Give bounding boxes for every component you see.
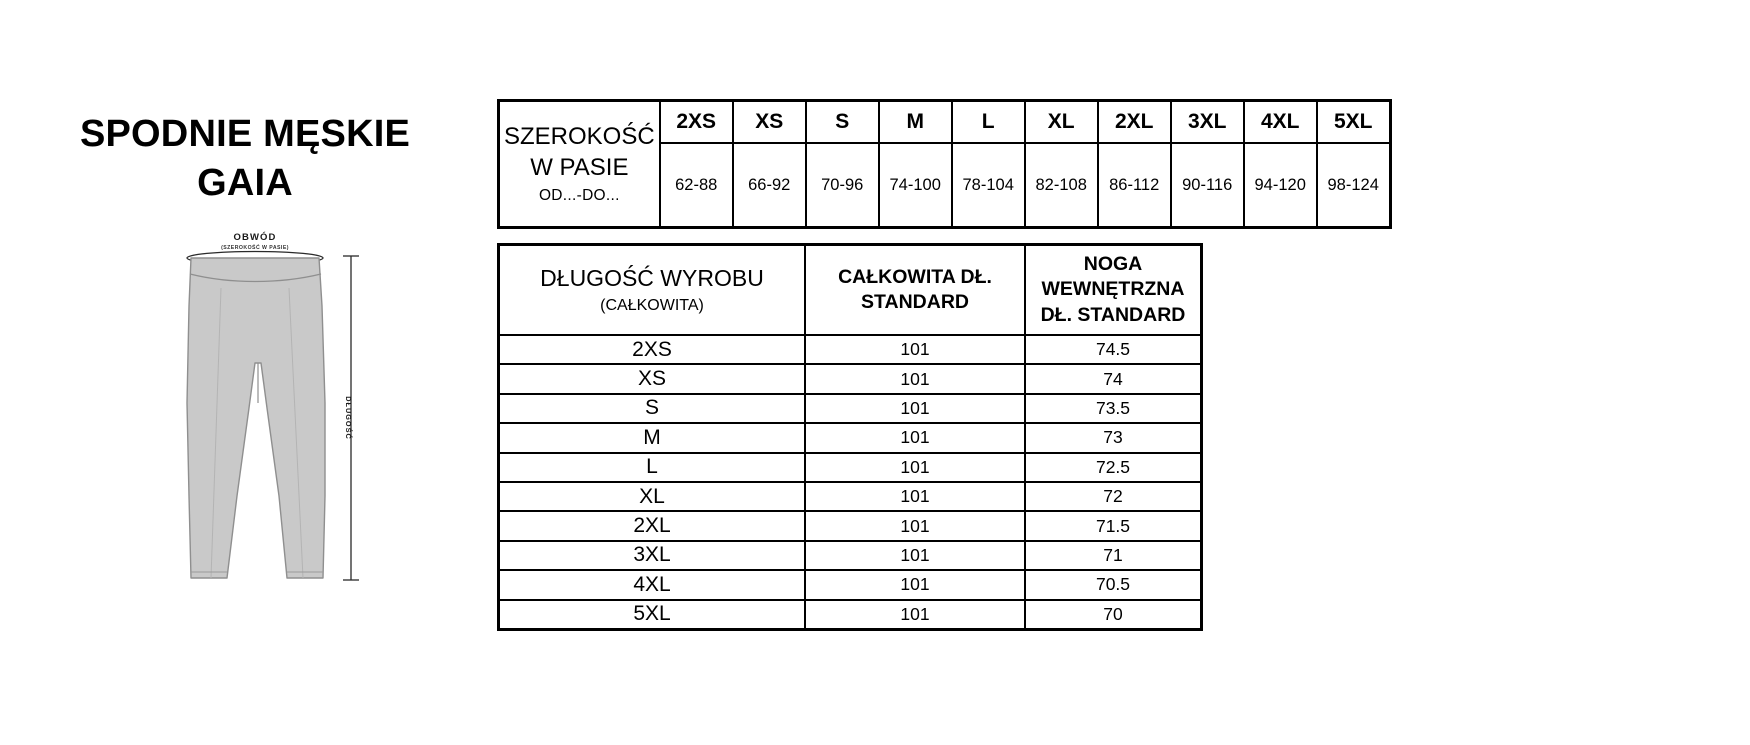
waist-value-s: 70-96 xyxy=(804,142,880,229)
waist-row-label-line-2: W PASIE xyxy=(530,154,629,182)
waist-value-xs: 66-92 xyxy=(731,142,807,229)
length-row-total: 101 xyxy=(804,539,1026,572)
waist-value-l: 78-104 xyxy=(950,142,1026,229)
length-row-total: 101 xyxy=(804,451,1026,483)
figure-waist-label: OBWÓD xyxy=(234,231,277,243)
table-row: S 101 73.5 xyxy=(497,392,1203,425)
table-row: 3XL 101 71 xyxy=(497,539,1203,572)
waist-value-2xl: 86-112 xyxy=(1096,142,1172,229)
size-header-xs: XS xyxy=(731,99,807,144)
length-row-size: 2XL xyxy=(497,510,806,542)
size-header-4xl: 4XL xyxy=(1242,99,1318,144)
length-row-inseam: 74 xyxy=(1024,363,1203,395)
length-row-total: 101 xyxy=(804,598,1026,631)
length-row-size: 2XS xyxy=(497,333,806,366)
length-row-inseam: 71.5 xyxy=(1024,510,1203,542)
left-panel: SPODNIE MĘSKIE GAIA OBWÓD (SZEROKOŚĆ W P… xyxy=(0,0,490,745)
length-header-inseam: NOGA WEWNĘTRZNA DŁ. STANDARD xyxy=(1024,243,1203,336)
length-header-product-main: DŁUGOŚĆ WYROBU xyxy=(540,264,764,291)
table-row: XS 101 74 xyxy=(497,363,1203,395)
page-title-line-2: GAIA xyxy=(197,161,293,204)
waist-row-label-cell: SZEROKOŚĆ W PASIE OD...-DO... xyxy=(497,99,661,229)
length-row-size: XS xyxy=(497,363,806,395)
length-row-inseam: 73.5 xyxy=(1024,392,1203,425)
waist-row-label-sub: OD...-DO... xyxy=(538,186,620,204)
length-row-inseam: 72.5 xyxy=(1024,451,1203,483)
length-row-total: 101 xyxy=(804,363,1026,395)
length-header-product-sub: (CAŁKOWITA) xyxy=(600,296,704,314)
waist-width-table: SZEROKOŚĆ W PASIE OD...-DO... 2XS XS S M… xyxy=(497,99,1392,229)
table-row: 2XL 101 71.5 xyxy=(497,510,1203,542)
table-row: 5XL 101 70 xyxy=(497,598,1203,631)
table-row: 4XL 101 70.5 xyxy=(497,569,1203,601)
waist-row-label-line-1: SZEROKOŚĆ xyxy=(504,122,655,150)
length-row-inseam: 73 xyxy=(1024,422,1203,454)
length-row-size: 4XL xyxy=(497,569,806,601)
length-row-size: 3XL xyxy=(497,539,806,572)
table-row: L 101 72.5 xyxy=(497,451,1203,483)
length-row-total: 101 xyxy=(804,480,1026,513)
waist-width-table-container: SZEROKOŚĆ W PASIE OD...-DO... 2XS XS S M… xyxy=(497,99,1392,229)
figure-waist-sublabel: (SZEROKOŚĆ W PASIE) xyxy=(221,243,289,251)
waist-value-5xl: 98-124 xyxy=(1315,142,1392,229)
waist-value-4xl: 94-120 xyxy=(1242,142,1318,229)
length-row-total: 101 xyxy=(804,392,1026,425)
length-row-inseam: 72 xyxy=(1024,480,1203,513)
length-header-product: DŁUGOŚĆ WYROBU (CAŁKOWITA) xyxy=(497,243,806,336)
size-header-xl: XL xyxy=(1023,99,1099,144)
length-row-inseam: 71 xyxy=(1024,539,1203,572)
length-row-inseam: 70.5 xyxy=(1024,569,1203,601)
length-row-size: XL xyxy=(497,480,806,513)
length-row-total: 101 xyxy=(804,333,1026,366)
figure-length-label: DŁUGOŚĆ xyxy=(344,396,353,440)
table-row-header: DŁUGOŚĆ WYROBU (CAŁKOWITA) CAŁKOWITA DŁ.… xyxy=(497,243,1203,336)
table-row: M 101 73 xyxy=(497,422,1203,454)
length-row-inseam: 70 xyxy=(1024,598,1203,631)
length-row-inseam: 74.5 xyxy=(1024,333,1203,366)
waist-value-xl: 82-108 xyxy=(1023,142,1099,229)
length-row-size: M xyxy=(497,422,806,454)
table-row-waist-values: 62-88 66-92 70-96 74-100 78-104 82-108 8… xyxy=(499,142,1392,229)
length-header-total: CAŁKOWITA DŁ. STANDARD xyxy=(804,243,1026,336)
length-row-total: 101 xyxy=(804,422,1026,454)
size-header-5xl: 5XL xyxy=(1315,99,1392,144)
size-header-2xs: 2XS xyxy=(658,99,734,144)
length-row-size: L xyxy=(497,451,806,483)
table-row: 2XS 101 74.5 xyxy=(497,333,1203,366)
size-header-s: S xyxy=(804,99,880,144)
table-row: XL 101 72 xyxy=(497,480,1203,513)
page-title: SPODNIE MĘSKIE GAIA xyxy=(0,110,490,207)
length-row-size: S xyxy=(497,392,806,425)
table-row-header: SZEROKOŚĆ W PASIE OD...-DO... 2XS XS S M… xyxy=(497,99,1392,229)
trousers-shape xyxy=(186,257,326,579)
length-table: DŁUGOŚĆ WYROBU (CAŁKOWITA) CAŁKOWITA DŁ.… xyxy=(497,243,1203,631)
size-header-l: L xyxy=(950,99,1026,144)
waist-value-m: 74-100 xyxy=(877,142,953,229)
size-header-2xl: 2XL xyxy=(1096,99,1172,144)
page-title-line-1: SPODNIE MĘSKIE xyxy=(79,113,411,155)
length-row-total: 101 xyxy=(804,510,1026,542)
waist-value-2xs: 62-88 xyxy=(658,142,734,229)
waist-value-3xl: 90-116 xyxy=(1169,142,1245,229)
pants-technical-drawing: OBWÓD (SZEROKOŚĆ W PASIE) xyxy=(175,228,385,608)
length-row-total: 101 xyxy=(804,569,1026,601)
length-row-size: 5XL xyxy=(497,598,806,631)
size-header-3xl: 3XL xyxy=(1169,99,1245,144)
size-header-m: M xyxy=(877,99,953,144)
length-measure-line xyxy=(343,255,359,581)
length-table-container: DŁUGOŚĆ WYROBU (CAŁKOWITA) CAŁKOWITA DŁ.… xyxy=(497,243,1203,631)
